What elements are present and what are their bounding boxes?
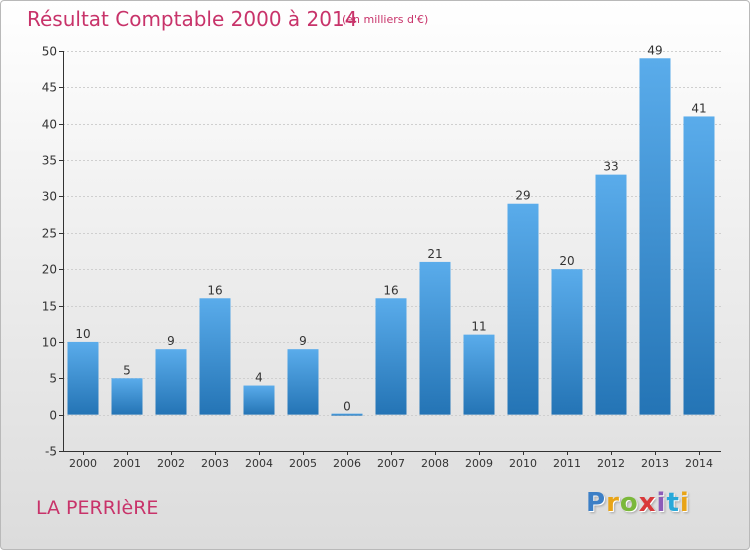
value-label-2001: 5 xyxy=(123,363,131,377)
logo-letter: x xyxy=(638,488,657,518)
logo-letter: i xyxy=(656,488,667,518)
bar-2011 xyxy=(551,269,583,415)
bar-2006 xyxy=(331,413,363,416)
x-tick-label-2002: 2002 xyxy=(157,457,185,470)
y-tick-label: 45 xyxy=(42,81,57,95)
x-tick-label-2010: 2010 xyxy=(509,457,537,470)
bar-2000 xyxy=(67,341,99,415)
x-tick-label-2014: 2014 xyxy=(685,457,713,470)
x-tick-label-2009: 2009 xyxy=(465,457,493,470)
bar-2012 xyxy=(595,174,627,415)
bar-2005 xyxy=(287,349,319,415)
y-tick-label: 35 xyxy=(42,154,57,168)
logo-letter: t xyxy=(666,488,680,518)
bars xyxy=(67,58,715,416)
value-label-2007: 16 xyxy=(383,283,398,297)
value-label-2005: 9 xyxy=(299,334,307,348)
x-tick-label-2004: 2004 xyxy=(245,457,273,470)
logo-letter: P xyxy=(586,488,607,518)
y-tick-label: 5 xyxy=(49,372,57,386)
x-tick-label-2005: 2005 xyxy=(289,457,317,470)
x-tick-label-2003: 2003 xyxy=(201,457,229,470)
bar-2014 xyxy=(683,116,715,415)
bar-2004 xyxy=(243,385,275,415)
bar-2013 xyxy=(639,58,671,415)
value-label-2011: 20 xyxy=(559,254,574,268)
x-tick-label-2000: 2000 xyxy=(69,457,97,470)
value-label-2003: 16 xyxy=(207,283,222,297)
y-tick-label: 10 xyxy=(42,336,57,350)
value-label-2002: 9 xyxy=(167,334,175,348)
value-label-2014: 41 xyxy=(691,101,706,115)
y-tick-label: -5 xyxy=(45,445,57,459)
x-tick-label-2011: 2011 xyxy=(553,457,581,470)
y-tick-label: 50 xyxy=(42,45,57,59)
y-tick-label: 40 xyxy=(42,118,57,132)
y-tick-label: 20 xyxy=(42,263,57,277)
value-label-2010: 29 xyxy=(515,189,530,203)
value-label-2000: 10 xyxy=(75,327,90,341)
chart-title: Résultat Comptable 2000 à 2014 xyxy=(27,7,358,31)
value-label-2006: 0 xyxy=(343,400,351,414)
bar-2007 xyxy=(375,298,407,415)
value-label-2004: 4 xyxy=(255,371,263,385)
x-tick-label-2007: 2007 xyxy=(377,457,405,470)
value-label-2013: 49 xyxy=(647,43,662,57)
x-tick-label-2001: 2001 xyxy=(113,457,141,470)
bar-2009 xyxy=(463,334,495,415)
y-tick-label: 0 xyxy=(49,409,57,423)
y-tick-label: 25 xyxy=(42,227,57,241)
bar-2008 xyxy=(419,261,451,415)
bar-2001 xyxy=(111,378,143,415)
axes xyxy=(59,51,721,455)
y-tick-label: 15 xyxy=(42,300,57,314)
bar-2003 xyxy=(199,298,231,415)
place-name: LA PERRIèRE xyxy=(36,497,159,519)
chart-subtitle: (en milliers d'€) xyxy=(342,13,429,26)
value-label-2009: 11 xyxy=(471,320,486,334)
labels: -505101520253035404550102000520019200216… xyxy=(42,43,713,470)
x-tick-label-2008: 2008 xyxy=(421,457,449,470)
bar-2010 xyxy=(507,203,539,415)
logo-letter: o xyxy=(619,488,639,518)
x-tick-label-2013: 2013 xyxy=(641,457,669,470)
bar-2002 xyxy=(155,349,187,415)
x-tick-label-2012: 2012 xyxy=(597,457,625,470)
value-label-2008: 21 xyxy=(427,247,442,261)
x-tick-label-2006: 2006 xyxy=(333,457,361,470)
value-label-2012: 33 xyxy=(603,160,618,174)
proxiti-logo[interactable]: Proxiti xyxy=(586,488,690,518)
logo-letter: i xyxy=(679,488,690,518)
y-tick-label: 30 xyxy=(42,190,57,204)
logo-letter: r xyxy=(606,488,620,518)
